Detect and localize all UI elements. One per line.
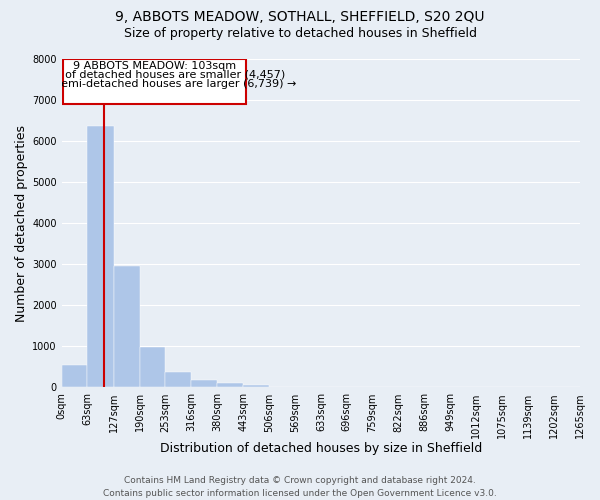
Bar: [243, 385, 269, 388]
Text: 60% of semi-detached houses are larger (6,739) →: 60% of semi-detached houses are larger (…: [13, 78, 296, 88]
Text: 9, ABBOTS MEADOW, SOTHALL, SHEFFIELD, S20 2QU: 9, ABBOTS MEADOW, SOTHALL, SHEFFIELD, S2…: [115, 10, 485, 24]
Bar: [88, 126, 113, 388]
Bar: [62, 365, 88, 388]
Text: 9 ABBOTS MEADOW: 103sqm: 9 ABBOTS MEADOW: 103sqm: [73, 60, 236, 70]
Text: Contains HM Land Registry data © Crown copyright and database right 2024.
Contai: Contains HM Land Registry data © Crown c…: [103, 476, 497, 498]
Bar: [166, 372, 191, 388]
Text: Size of property relative to detached houses in Sheffield: Size of property relative to detached ho…: [124, 28, 476, 40]
Text: ← 39% of detached houses are smaller (4,457): ← 39% of detached houses are smaller (4,…: [24, 70, 285, 80]
Bar: [113, 266, 140, 388]
Bar: [140, 347, 166, 388]
Bar: [191, 380, 217, 388]
Y-axis label: Number of detached properties: Number of detached properties: [15, 124, 28, 322]
Bar: [217, 384, 243, 388]
Bar: [63, 59, 246, 104]
X-axis label: Distribution of detached houses by size in Sheffield: Distribution of detached houses by size …: [160, 442, 482, 455]
